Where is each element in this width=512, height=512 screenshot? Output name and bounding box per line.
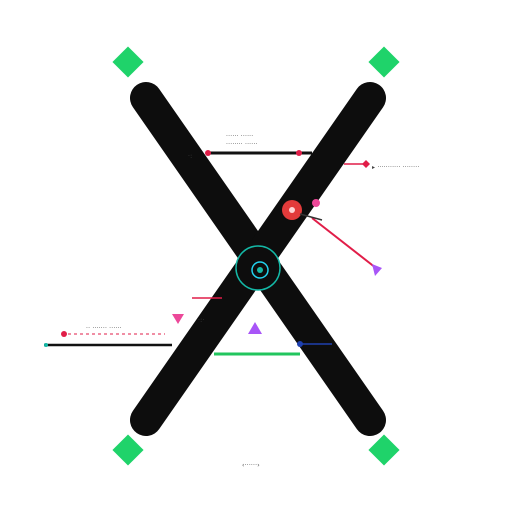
corner-diamond-top-right-icon bbox=[368, 46, 400, 78]
right-side-label: ▸ ··········· ········ bbox=[372, 164, 419, 171]
left-red-dot bbox=[61, 331, 67, 337]
top-connector-left-dot bbox=[205, 150, 211, 156]
bottom-blue-dot bbox=[297, 341, 303, 347]
diagonal-red-connector bbox=[311, 217, 377, 269]
corner-diamond-bottom-left-icon bbox=[112, 434, 144, 466]
purple-arrow-right-icon bbox=[372, 264, 382, 276]
center-target-dot bbox=[257, 267, 263, 273]
left-teal-dot bbox=[44, 343, 48, 347]
right-pointer-diamond-icon bbox=[362, 160, 370, 168]
purple-triangle-center-icon bbox=[248, 322, 262, 334]
diagonal-dark-connector bbox=[299, 213, 323, 221]
bottom-caption: ‹······› bbox=[242, 462, 260, 469]
center-target-inner-ring bbox=[251, 261, 269, 279]
corner-diamond-top-left-icon bbox=[112, 46, 144, 78]
top-left-tick-mark: ·: bbox=[188, 153, 192, 160]
top-connector-right-dot bbox=[296, 150, 302, 156]
pink-triangle-left-icon bbox=[172, 314, 184, 324]
left-mid-tick-mark: ·:· bbox=[198, 317, 204, 324]
top-label-line-1: ······ ······ bbox=[226, 133, 253, 140]
top-label-line-2: ········ ······ bbox=[226, 141, 258, 148]
corner-diamond-bottom-right-icon bbox=[368, 434, 400, 466]
red-node-core bbox=[289, 207, 295, 213]
pink-small-node-icon bbox=[312, 199, 320, 207]
left-label-1: ·· ······· ······ bbox=[86, 325, 122, 332]
